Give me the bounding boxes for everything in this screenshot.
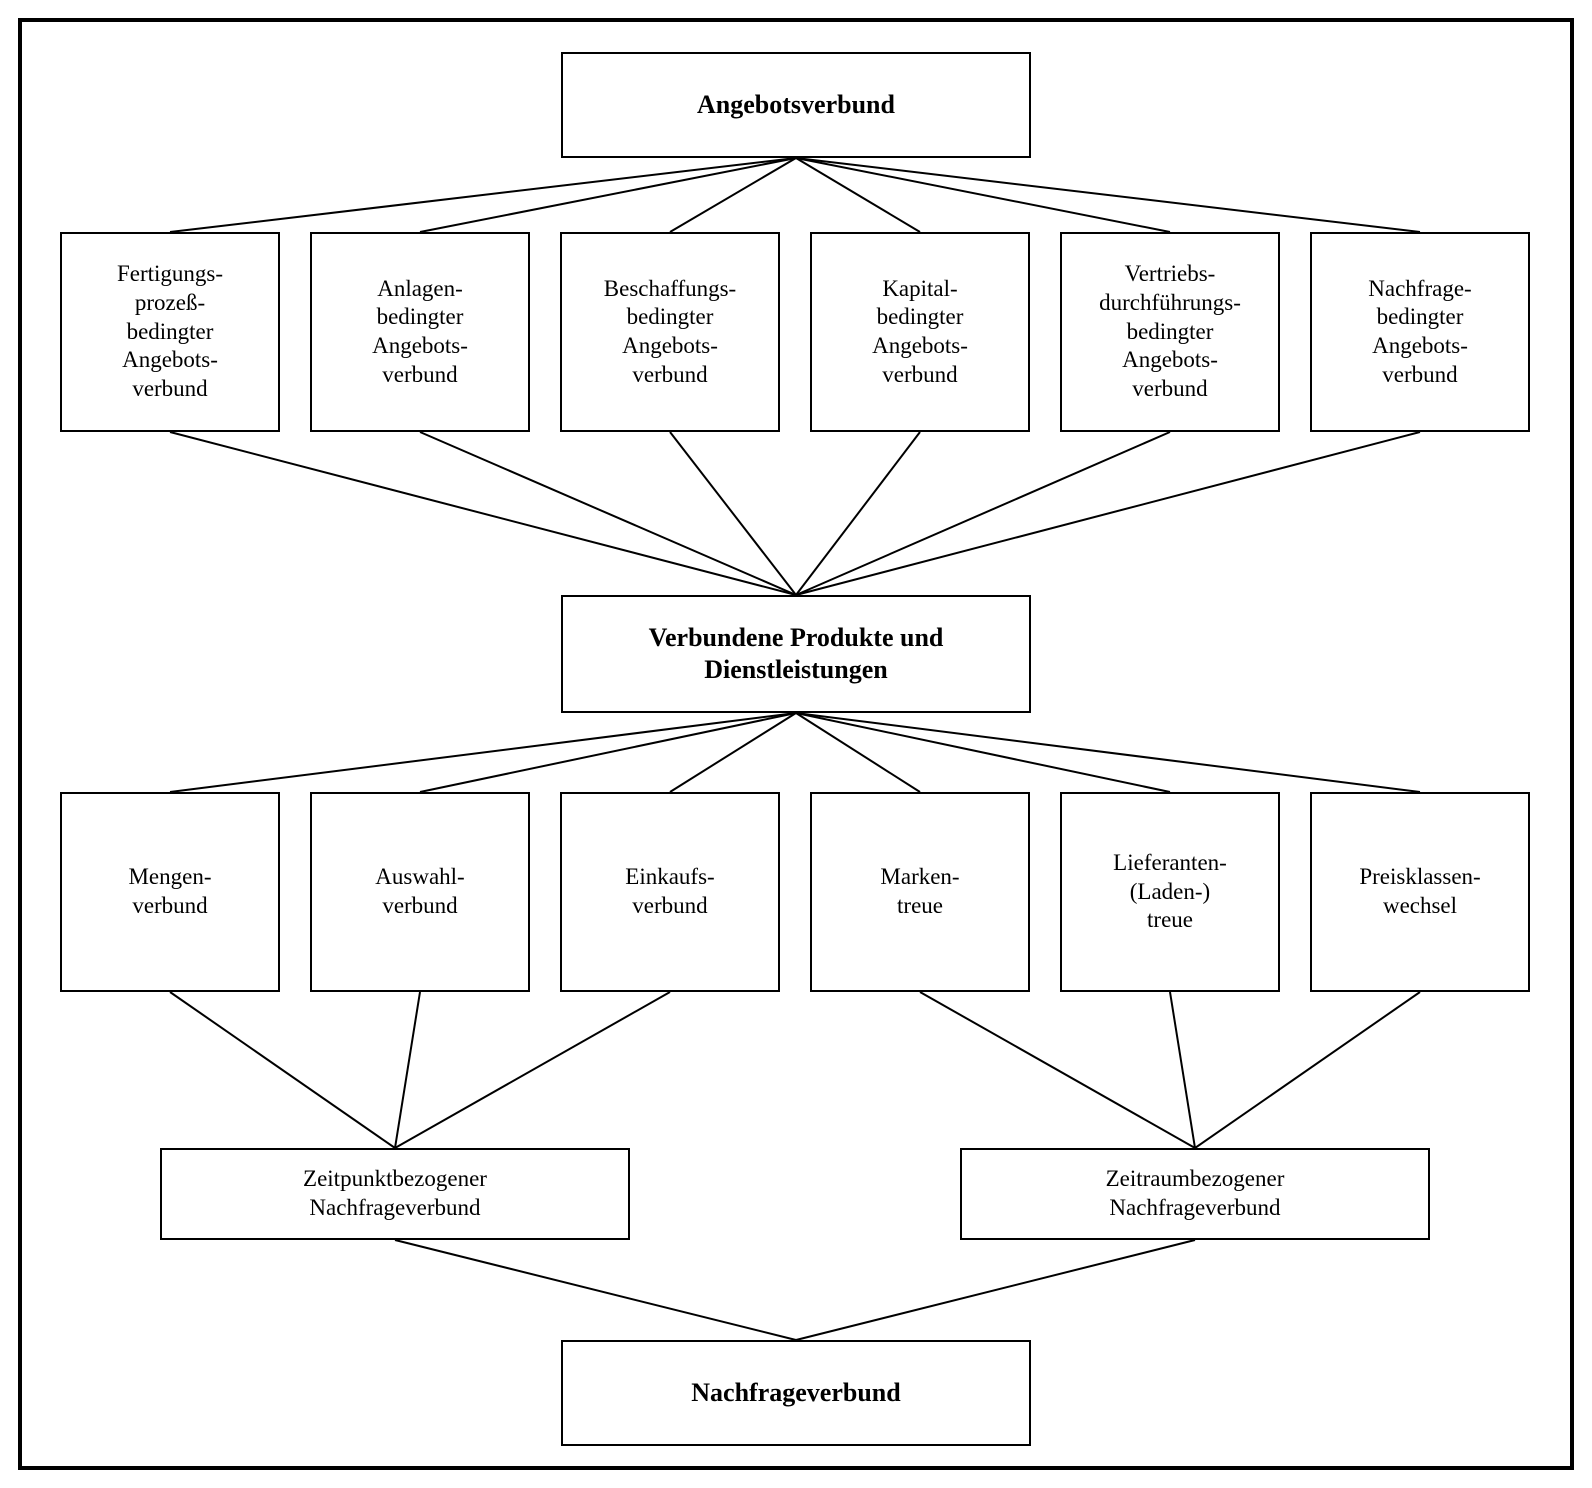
node-label: Auswahl- verbund — [375, 863, 464, 921]
edge-mid-b1 — [170, 713, 796, 792]
node-b2: Auswahl- verbund — [310, 792, 530, 992]
edge-root-a1 — [170, 158, 796, 232]
node-b3: Einkaufs- verbund — [560, 792, 780, 992]
edge-b4-c2 — [920, 992, 1195, 1148]
node-end: Nachfrageverbund — [561, 1340, 1031, 1446]
edge-mid-b4 — [796, 713, 920, 792]
edge-a3-mid — [670, 432, 796, 595]
edge-c1-end — [395, 1240, 796, 1340]
edge-root-a4 — [796, 158, 920, 232]
node-label: Beschaffungs- bedingter Angebots- verbun… — [604, 275, 736, 390]
node-a5: Vertriebs- durchführungs- bedingter Ange… — [1060, 232, 1280, 432]
node-label: Einkaufs- verbund — [625, 863, 714, 921]
edge-b1-c1 — [170, 992, 395, 1148]
node-b6: Preisklassen- wechsel — [1310, 792, 1530, 992]
edge-b2-c1 — [395, 992, 420, 1148]
node-label: Zeitraumbezogener Nachfrageverbund — [1106, 1165, 1285, 1223]
diagram-edges — [0, 0, 1592, 1488]
node-a6: Nachfrage- bedingter Angebots- verbund — [1310, 232, 1530, 432]
node-label: Anlagen- bedingter Angebots- verbund — [372, 275, 468, 390]
node-c2: Zeitraumbezogener Nachfrageverbund — [960, 1148, 1430, 1240]
diagram-canvas: Angebotsverbund Fertigungs- prozeß- bedin… — [0, 0, 1592, 1488]
node-mid: Verbundene Produkte und Dienstleistungen — [561, 595, 1031, 713]
edge-root-a3 — [670, 158, 796, 232]
node-b1: Mengen- verbund — [60, 792, 280, 992]
edge-a2-mid — [420, 432, 796, 595]
edge-b6-c2 — [1195, 992, 1420, 1148]
edge-mid-b6 — [796, 713, 1420, 792]
edge-mid-b3 — [670, 713, 796, 792]
node-c1: Zeitpunktbezogener Nachfrageverbund — [160, 1148, 630, 1240]
edge-a1-mid — [170, 432, 796, 595]
node-label: Angebotsverbund — [697, 89, 895, 122]
node-label: Verbundene Produkte und Dienstleistungen — [649, 622, 944, 687]
node-label: Fertigungs- prozeß- bedingter Angebots- … — [117, 260, 223, 404]
edge-b3-c1 — [395, 992, 670, 1148]
edge-root-a6 — [796, 158, 1420, 232]
node-label: Zeitpunktbezogener Nachfrageverbund — [303, 1165, 487, 1223]
node-label: Mengen- verbund — [128, 863, 211, 921]
edge-b5-c2 — [1170, 992, 1195, 1148]
edge-a5-mid — [796, 432, 1170, 595]
node-label: Lieferanten- (Laden-) treue — [1113, 849, 1227, 935]
node-b5: Lieferanten- (Laden-) treue — [1060, 792, 1280, 992]
node-root: Angebotsverbund — [561, 52, 1031, 158]
node-a4: Kapital- bedingter Angebots- verbund — [810, 232, 1030, 432]
node-a3: Beschaffungs- bedingter Angebots- verbun… — [560, 232, 780, 432]
node-label: Nachfrage- bedingter Angebots- verbund — [1368, 275, 1471, 390]
node-b4: Marken- treue — [810, 792, 1030, 992]
edge-a4-mid — [796, 432, 920, 595]
node-a1: Fertigungs- prozeß- bedingter Angebots- … — [60, 232, 280, 432]
node-label: Marken- treue — [880, 863, 959, 921]
node-a2: Anlagen- bedingter Angebots- verbund — [310, 232, 530, 432]
edge-a6-mid — [796, 432, 1420, 595]
node-label: Nachfrageverbund — [691, 1377, 900, 1410]
node-label: Vertriebs- durchführungs- bedingter Ange… — [1099, 260, 1241, 404]
node-label: Preisklassen- wechsel — [1359, 863, 1480, 921]
node-label: Kapital- bedingter Angebots- verbund — [872, 275, 968, 390]
edge-c2-end — [796, 1240, 1195, 1340]
